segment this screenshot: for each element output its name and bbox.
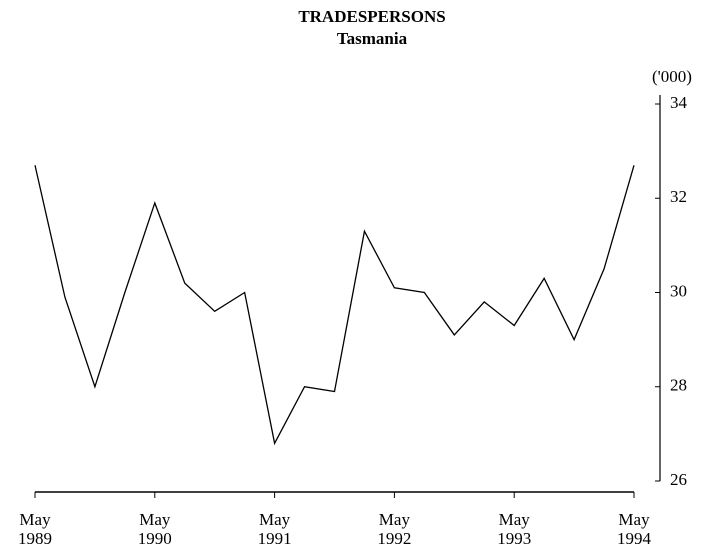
chart-title: TRADESPERSONS xyxy=(298,7,445,26)
x-tick-label: May 1993 xyxy=(497,510,532,548)
unit-label: ('000) xyxy=(652,67,692,86)
x-tick-label: May 1989 xyxy=(18,510,52,548)
y-tick-label: 32 xyxy=(670,187,687,206)
x-tick-label: May 1991 xyxy=(257,510,292,548)
y-tick-label: 26 xyxy=(670,470,687,489)
y-tick-label: 34 xyxy=(670,93,688,112)
y-tick-label: 30 xyxy=(670,281,687,300)
x-tick-label: May 1990 xyxy=(137,510,172,548)
y-tick-label: 28 xyxy=(670,376,687,395)
x-tick-label: May 1994 xyxy=(617,510,651,548)
chart-subtitle: Tasmania xyxy=(337,29,408,48)
line xyxy=(34,165,635,446)
x-tick-label: May 1992 xyxy=(377,510,412,548)
